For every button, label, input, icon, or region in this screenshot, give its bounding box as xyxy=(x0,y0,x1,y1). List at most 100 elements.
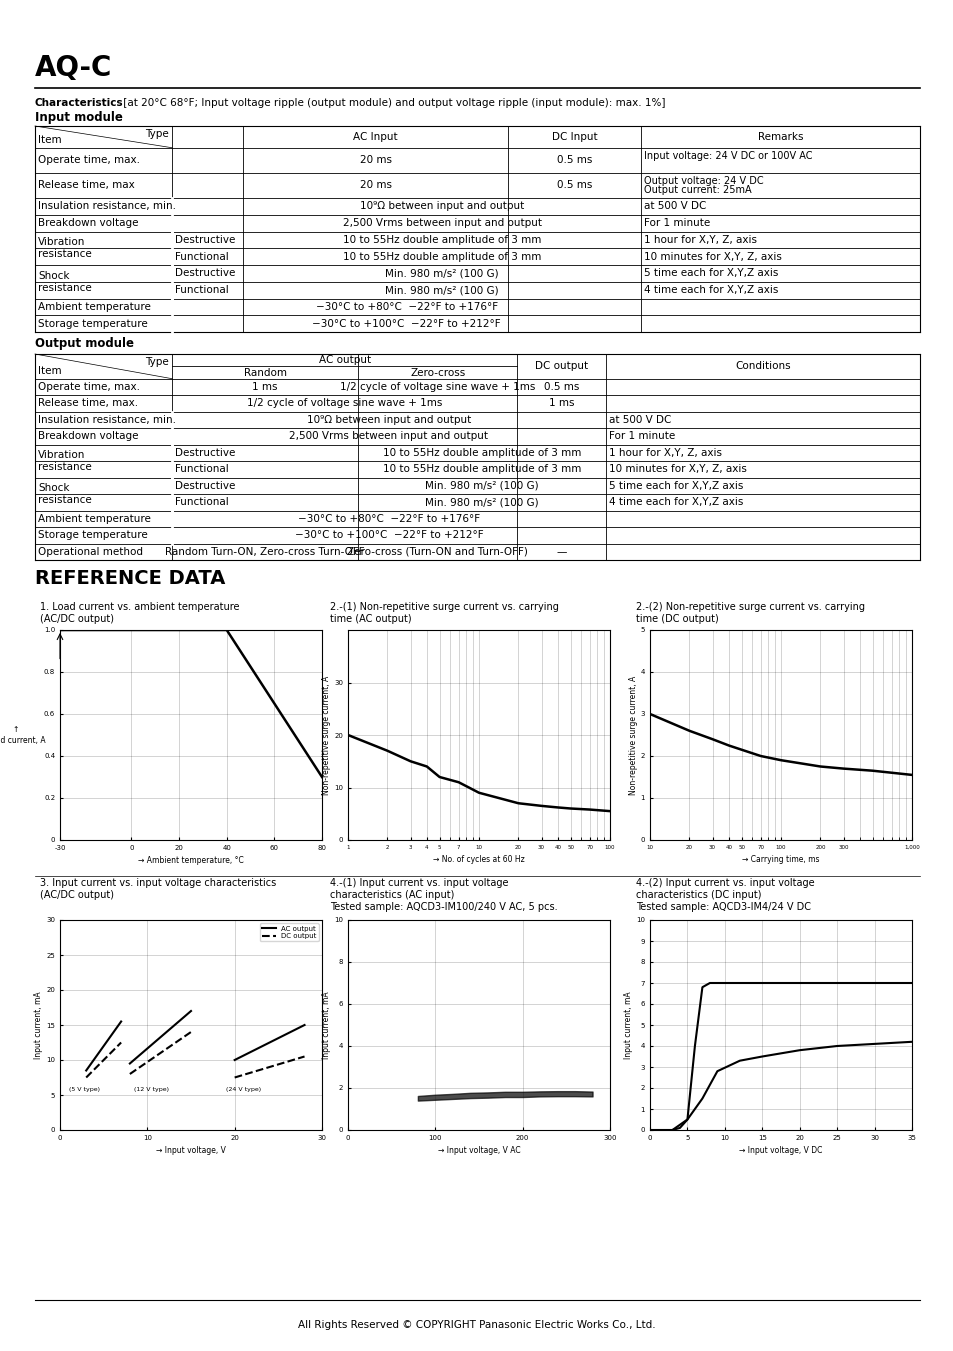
Y-axis label: Input current, mA: Input current, mA xyxy=(322,992,331,1059)
Text: 0.5 ms: 0.5 ms xyxy=(543,382,578,392)
Y-axis label: Non-repetitive surge current, A: Non-repetitive surge current, A xyxy=(628,676,638,794)
Text: time (DC output): time (DC output) xyxy=(636,613,718,624)
Text: 1. Load current vs. ambient temperature: 1. Load current vs. ambient temperature xyxy=(40,603,239,612)
Text: For 1 minute: For 1 minute xyxy=(643,218,710,228)
Text: 10 to 55Hz double amplitude of 3 mm: 10 to 55Hz double amplitude of 3 mm xyxy=(382,465,580,474)
Text: 10⁹Ω between input and output: 10⁹Ω between input and output xyxy=(359,201,524,211)
X-axis label: → Input voltage, V AC: → Input voltage, V AC xyxy=(437,1147,519,1155)
Text: For 1 minute: For 1 minute xyxy=(608,431,675,442)
Text: 10 to 55Hz double amplitude of 3 mm: 10 to 55Hz double amplitude of 3 mm xyxy=(382,449,580,458)
Text: 4 time each for X,Y,Z axis: 4 time each for X,Y,Z axis xyxy=(608,497,742,508)
Text: Type: Type xyxy=(145,128,169,139)
Text: Functional: Functional xyxy=(175,251,229,262)
Text: Ambient temperature: Ambient temperature xyxy=(38,301,151,312)
Text: −30°C to +80°C  −22°F to +176°F: −30°C to +80°C −22°F to +176°F xyxy=(315,301,497,312)
Text: 2.-(1) Non-repetitive surge current vs. carrying: 2.-(1) Non-repetitive surge current vs. … xyxy=(330,603,558,612)
Text: 4.-(1) Input current vs. input voltage: 4.-(1) Input current vs. input voltage xyxy=(330,878,508,888)
Text: Zero-cross (Turn-ON and Turn-OFF): Zero-cross (Turn-ON and Turn-OFF) xyxy=(347,547,528,557)
Text: (5 V type): (5 V type) xyxy=(69,1088,100,1093)
Text: AQ-C: AQ-C xyxy=(35,54,112,82)
Text: at 500 V DC: at 500 V DC xyxy=(643,201,706,211)
Text: 20 ms: 20 ms xyxy=(359,155,392,165)
Text: Vibration
resistance: Vibration resistance xyxy=(38,238,91,259)
Text: 0.5 ms: 0.5 ms xyxy=(557,155,592,165)
Text: Input voltage: 24 V DC or 100V AC: Input voltage: 24 V DC or 100V AC xyxy=(643,151,812,161)
Text: Functional: Functional xyxy=(175,285,229,295)
Text: 2,500 Vrms between input and output: 2,500 Vrms between input and output xyxy=(289,431,488,442)
Text: Destructive: Destructive xyxy=(175,481,235,490)
Text: Min. 980 m/s² (100 G): Min. 980 m/s² (100 G) xyxy=(425,481,538,490)
Text: 1/2 cycle of voltage sine wave + 1ms: 1/2 cycle of voltage sine wave + 1ms xyxy=(247,399,442,408)
Text: All Rights Reserved © COPYRIGHT Panasonic Electric Works Co., Ltd.: All Rights Reserved © COPYRIGHT Panasoni… xyxy=(298,1320,655,1329)
Text: Characteristics: Characteristics xyxy=(35,99,124,108)
Text: Release time, max.: Release time, max. xyxy=(38,399,138,408)
Text: Functional: Functional xyxy=(175,465,229,474)
Text: DC Input: DC Input xyxy=(552,132,597,142)
Text: —: — xyxy=(556,547,566,557)
Text: −30°C to +100°C  −22°F to +212°F: −30°C to +100°C −22°F to +212°F xyxy=(312,319,500,328)
Text: Shock
resistance: Shock resistance xyxy=(38,484,91,505)
Text: Operational method: Operational method xyxy=(38,547,143,557)
Text: Random: Random xyxy=(243,367,286,377)
Y-axis label: ↑
Load current, A: ↑ Load current, A xyxy=(0,725,46,744)
Text: Shock
resistance: Shock resistance xyxy=(38,272,91,293)
Text: Tested sample: AQCD3-IM4/24 V DC: Tested sample: AQCD3-IM4/24 V DC xyxy=(636,902,810,912)
Text: 10⁹Ω between input and output: 10⁹Ω between input and output xyxy=(307,415,471,426)
Text: (AC/DC output): (AC/DC output) xyxy=(40,890,113,900)
Text: Zero-cross: Zero-cross xyxy=(410,367,465,377)
Text: 5 time each for X,Y,Z axis: 5 time each for X,Y,Z axis xyxy=(643,269,778,278)
Text: AC Input: AC Input xyxy=(353,132,397,142)
Text: at 500 V DC: at 500 V DC xyxy=(608,415,671,426)
Text: Min. 980 m/s² (100 G): Min. 980 m/s² (100 G) xyxy=(385,269,498,278)
Text: 2,500 Vrms between input and output: 2,500 Vrms between input and output xyxy=(342,218,541,228)
Text: 4.-(2) Input current vs. input voltage: 4.-(2) Input current vs. input voltage xyxy=(636,878,814,888)
Text: time (AC output): time (AC output) xyxy=(330,613,411,624)
Y-axis label: Input current, mA: Input current, mA xyxy=(34,992,43,1059)
Y-axis label: Input current, mA: Input current, mA xyxy=(623,992,633,1059)
X-axis label: → Carrying time, ms: → Carrying time, ms xyxy=(741,855,819,865)
Text: Item: Item xyxy=(38,366,62,376)
Text: 5 time each for X,Y,Z axis: 5 time each for X,Y,Z axis xyxy=(608,481,742,490)
Text: 1 ms: 1 ms xyxy=(548,399,574,408)
Text: Storage temperature: Storage temperature xyxy=(38,319,148,328)
Text: Destructive: Destructive xyxy=(175,449,235,458)
Text: −30°C to +80°C  −22°F to +176°F: −30°C to +80°C −22°F to +176°F xyxy=(297,513,479,524)
Text: (12 V type): (12 V type) xyxy=(134,1088,169,1093)
Text: Breakdown voltage: Breakdown voltage xyxy=(38,218,138,228)
Text: 1/2 cycle of voltage sine wave + 1ms: 1/2 cycle of voltage sine wave + 1ms xyxy=(339,382,535,392)
Text: REFERENCE DATA: REFERENCE DATA xyxy=(35,569,225,588)
Text: characteristics (AC input): characteristics (AC input) xyxy=(330,890,454,900)
Text: Storage temperature: Storage temperature xyxy=(38,531,148,540)
Text: Random Turn-ON, Zero-cross Turn-OFF: Random Turn-ON, Zero-cross Turn-OFF xyxy=(165,547,365,557)
Text: (AC/DC output): (AC/DC output) xyxy=(40,613,113,624)
Text: Operate time, max.: Operate time, max. xyxy=(38,382,140,392)
Text: 10 minutes for X,Y, Z, axis: 10 minutes for X,Y, Z, axis xyxy=(643,251,781,262)
X-axis label: → Input voltage, V: → Input voltage, V xyxy=(156,1147,226,1155)
Text: Remarks: Remarks xyxy=(757,132,802,142)
Text: DC output: DC output xyxy=(535,361,587,372)
Text: Output module: Output module xyxy=(35,338,133,350)
Text: AC output: AC output xyxy=(318,355,371,365)
X-axis label: → No. of cycles at 60 Hz: → No. of cycles at 60 Hz xyxy=(433,855,524,865)
Text: Output voltage: 24 V DC: Output voltage: 24 V DC xyxy=(643,176,763,186)
Text: Min. 980 m/s² (100 G): Min. 980 m/s² (100 G) xyxy=(425,497,538,508)
Text: Vibration
resistance: Vibration resistance xyxy=(38,450,91,471)
Text: 3. Input current vs. input voltage characteristics: 3. Input current vs. input voltage chara… xyxy=(40,878,276,888)
Text: Functional: Functional xyxy=(175,497,229,508)
Text: Destructive: Destructive xyxy=(175,235,235,245)
Text: −30°C to +100°C  −22°F to +212°F: −30°C to +100°C −22°F to +212°F xyxy=(294,531,483,540)
Text: Destructive: Destructive xyxy=(175,269,235,278)
Text: 1 ms: 1 ms xyxy=(253,382,277,392)
Legend: AC output, DC output: AC output, DC output xyxy=(259,924,318,942)
Text: 0.5 ms: 0.5 ms xyxy=(557,181,592,190)
Y-axis label: Non-repetitive surge current, A: Non-repetitive surge current, A xyxy=(322,676,331,794)
Text: Type: Type xyxy=(145,357,169,367)
Text: 1 hour for X,Y, Z, axis: 1 hour for X,Y, Z, axis xyxy=(643,235,757,245)
Text: 1 hour for X,Y, Z, axis: 1 hour for X,Y, Z, axis xyxy=(608,449,721,458)
Text: Insulation resistance, min.: Insulation resistance, min. xyxy=(38,201,175,211)
Text: (24 V type): (24 V type) xyxy=(226,1088,261,1093)
Text: Release time, max: Release time, max xyxy=(38,181,134,190)
Text: 10 to 55Hz double amplitude of 3 mm: 10 to 55Hz double amplitude of 3 mm xyxy=(342,235,540,245)
X-axis label: → Input voltage, V DC: → Input voltage, V DC xyxy=(739,1147,821,1155)
X-axis label: → Ambient temperature, °C: → Ambient temperature, °C xyxy=(138,857,244,866)
